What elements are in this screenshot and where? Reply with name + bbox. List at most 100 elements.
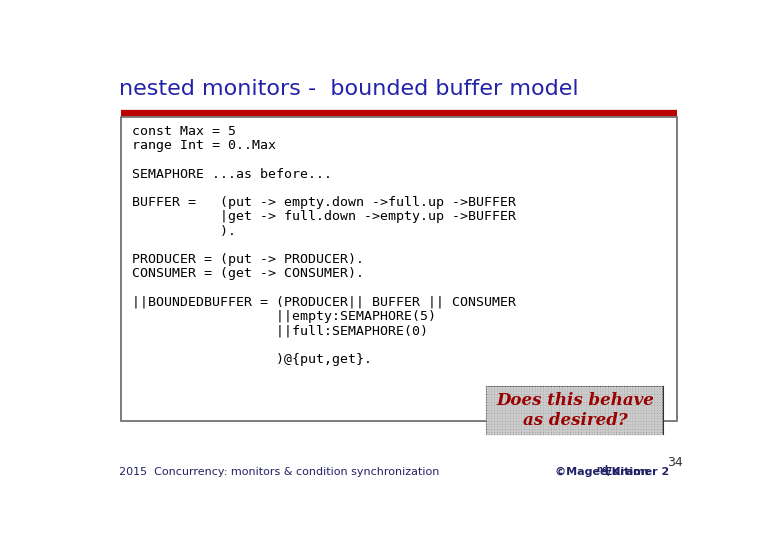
Circle shape — [584, 409, 587, 410]
Circle shape — [544, 417, 545, 418]
Circle shape — [560, 417, 562, 418]
Circle shape — [604, 403, 605, 405]
Circle shape — [503, 393, 505, 394]
Circle shape — [511, 433, 513, 435]
Circle shape — [641, 430, 644, 432]
Circle shape — [533, 422, 534, 424]
Circle shape — [566, 401, 567, 402]
Circle shape — [511, 430, 513, 432]
Circle shape — [620, 401, 622, 402]
Circle shape — [604, 393, 605, 394]
Circle shape — [495, 424, 497, 427]
Circle shape — [622, 398, 624, 400]
Circle shape — [536, 390, 537, 392]
Circle shape — [606, 403, 608, 405]
Circle shape — [525, 393, 526, 394]
Circle shape — [620, 403, 622, 405]
Circle shape — [541, 433, 543, 435]
Circle shape — [541, 422, 543, 424]
Circle shape — [527, 424, 530, 427]
Circle shape — [503, 419, 505, 421]
Circle shape — [516, 427, 519, 429]
Circle shape — [547, 427, 548, 429]
Circle shape — [558, 406, 559, 408]
Circle shape — [569, 387, 570, 389]
Circle shape — [641, 393, 644, 394]
Circle shape — [582, 393, 583, 394]
Circle shape — [639, 424, 640, 427]
Circle shape — [563, 414, 565, 416]
Circle shape — [576, 387, 578, 389]
Circle shape — [661, 422, 662, 424]
Circle shape — [541, 387, 543, 389]
Circle shape — [626, 387, 627, 389]
Circle shape — [650, 390, 651, 392]
Circle shape — [516, 409, 519, 410]
Circle shape — [641, 406, 644, 408]
Circle shape — [558, 387, 559, 389]
Circle shape — [495, 387, 497, 389]
Circle shape — [519, 403, 521, 405]
Circle shape — [655, 417, 657, 418]
Circle shape — [612, 424, 613, 427]
Circle shape — [655, 406, 657, 408]
Circle shape — [492, 387, 494, 389]
Circle shape — [516, 414, 519, 416]
Circle shape — [566, 417, 567, 418]
Circle shape — [587, 411, 589, 413]
Circle shape — [598, 387, 600, 389]
Circle shape — [538, 406, 540, 408]
Circle shape — [639, 403, 640, 405]
Circle shape — [595, 433, 597, 435]
Circle shape — [606, 411, 608, 413]
Circle shape — [647, 395, 649, 397]
Circle shape — [661, 403, 662, 405]
Circle shape — [487, 433, 488, 435]
Circle shape — [633, 398, 635, 400]
Circle shape — [576, 427, 578, 429]
Circle shape — [661, 395, 662, 397]
Circle shape — [558, 395, 559, 397]
Circle shape — [522, 398, 524, 400]
Circle shape — [615, 395, 616, 397]
Circle shape — [495, 390, 497, 392]
Circle shape — [487, 390, 488, 392]
Circle shape — [522, 414, 524, 416]
Circle shape — [569, 430, 570, 432]
Circle shape — [601, 409, 602, 410]
Circle shape — [514, 387, 516, 389]
Circle shape — [571, 409, 573, 410]
Circle shape — [615, 387, 616, 389]
Circle shape — [519, 409, 521, 410]
Circle shape — [593, 419, 594, 421]
Circle shape — [511, 424, 513, 427]
Circle shape — [579, 414, 581, 416]
Circle shape — [661, 419, 662, 421]
Circle shape — [519, 398, 521, 400]
Circle shape — [658, 419, 659, 421]
Circle shape — [652, 411, 654, 413]
Circle shape — [527, 398, 530, 400]
Circle shape — [626, 398, 627, 400]
Circle shape — [622, 409, 624, 410]
Circle shape — [487, 387, 488, 389]
Circle shape — [509, 411, 510, 413]
Circle shape — [522, 424, 524, 427]
Circle shape — [595, 422, 597, 424]
Circle shape — [492, 422, 494, 424]
Circle shape — [527, 401, 530, 402]
Circle shape — [490, 401, 491, 402]
Circle shape — [584, 424, 587, 427]
Circle shape — [604, 395, 605, 397]
Circle shape — [544, 403, 545, 405]
Circle shape — [647, 401, 649, 402]
Circle shape — [636, 427, 638, 429]
Circle shape — [595, 417, 597, 418]
Circle shape — [566, 409, 567, 410]
Circle shape — [606, 422, 608, 424]
Circle shape — [644, 427, 646, 429]
Circle shape — [563, 409, 565, 410]
Circle shape — [563, 390, 565, 392]
Circle shape — [658, 411, 659, 413]
Circle shape — [630, 387, 633, 389]
